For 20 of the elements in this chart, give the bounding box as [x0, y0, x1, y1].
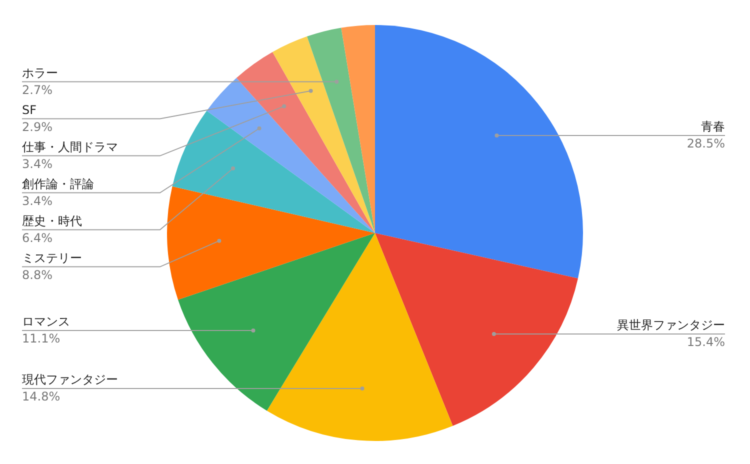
- slice-label: 青春: [701, 120, 725, 134]
- data-label: 3.4%: [22, 156, 52, 171]
- slice-label: 現代ファンタジー: [22, 372, 118, 387]
- slice-label: 異世界ファンタジー: [617, 318, 725, 332]
- slice-label: ホラー: [22, 66, 58, 80]
- data-label: 14.8%: [22, 390, 60, 404]
- slice-label: 創作論・評論: [22, 176, 94, 191]
- data-label: 11.1%: [22, 332, 60, 346]
- slice-label: ミステリー: [22, 250, 82, 265]
- data-label: 3.4%: [22, 194, 52, 208]
- slice-label: SF: [22, 102, 37, 117]
- slice-label: ロマンス: [22, 314, 70, 329]
- data-label: 6.4%: [22, 230, 52, 245]
- data-label: 15.4%: [686, 335, 725, 350]
- slice-label: 仕事・人間ドラマ: [21, 140, 118, 154]
- data-label: 2.9%: [22, 120, 52, 134]
- data-label: 8.8%: [22, 268, 52, 282]
- data-label: 2.7%: [22, 82, 52, 97]
- slice-label: 歴史・時代: [22, 214, 82, 228]
- data-label: 28.5%: [686, 136, 725, 151]
